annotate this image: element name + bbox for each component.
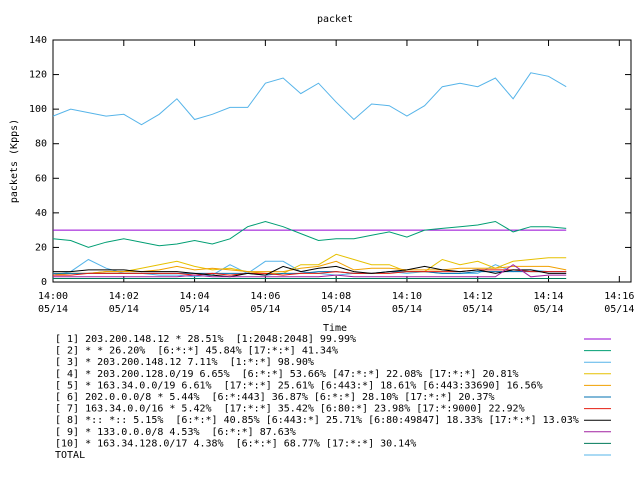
y-tick-label: 60 <box>35 173 47 184</box>
legend-label: [ 1] 203.200.148.12 * 28.51% [1:2048:204… <box>55 334 356 345</box>
series-line <box>52 72 567 126</box>
y-tick-label: 120 <box>29 70 47 81</box>
x-tick-sublabel: 05/14 <box>463 304 493 315</box>
legend-label: [ 3] * 203.200.148.12 7.11% [1:*:*] 98.9… <box>55 357 314 368</box>
x-tick-label: 14:00 <box>38 291 68 302</box>
x-tick-sublabel: 05/14 <box>109 304 139 315</box>
x-tick-label: 14:02 <box>109 291 139 302</box>
x-tick-sublabel: 05/14 <box>180 304 210 315</box>
legend-label: [10] * 163.34.128.0/17 4.38% [6:*:*] 68.… <box>55 438 416 449</box>
legend-label: [ 8] *:: *:: 5.15% [6:*:*] 40.85% [6:443… <box>55 415 579 426</box>
y-tick-label: 40 <box>35 208 47 219</box>
plot-border <box>52 39 632 283</box>
x-tick-sublabel: 05/14 <box>533 304 563 315</box>
legend-label: [ 6] 202.0.0.0/8 * 5.44% [6:*:443] 36.87… <box>55 392 495 403</box>
y-tick-label: 20 <box>35 242 47 253</box>
chart-title: packet <box>317 14 353 25</box>
x-tick-sublabel: 05/14 <box>604 304 634 315</box>
x-tick-label: 14:08 <box>321 291 351 302</box>
series-line <box>52 220 567 248</box>
x-axis-label: Time <box>323 323 347 334</box>
x-tick-label: 14:10 <box>392 291 422 302</box>
x-tick-label: 14:14 <box>533 291 563 302</box>
series-line <box>53 265 567 278</box>
series-line <box>52 253 567 276</box>
series-line <box>53 264 567 278</box>
legend-label: [ 7] 163.34.0.0/16 * 5.42% [17:*:*] 35.4… <box>55 404 525 415</box>
x-tick-label: 14:12 <box>463 291 493 302</box>
x-tick-sublabel: 05/14 <box>321 304 351 315</box>
x-tick-label: 14:16 <box>604 291 634 302</box>
x-tick-sublabel: 05/14 <box>392 304 422 315</box>
x-tick-label: 14:04 <box>180 291 210 302</box>
y-tick-label: 100 <box>29 104 47 115</box>
x-tick-sublabel: 05/14 <box>38 304 68 315</box>
legend-label: [ 2] * * 26.20% [6:*:*] 45.84% [17:*:*] … <box>55 346 338 357</box>
y-tick-label: 0 <box>41 277 47 288</box>
series-line <box>53 269 567 276</box>
legend-label: [ 9] * 133.0.0.0/8 4.53% [6:*:*] 87.63% <box>55 427 296 438</box>
y-tick-label: 80 <box>35 139 47 150</box>
x-tick-label: 14:06 <box>250 291 280 302</box>
x-tick-sublabel: 05/14 <box>250 304 280 315</box>
legend-label: TOTAL <box>55 450 85 461</box>
y-axis-label: packets (Kpps) <box>9 119 20 203</box>
legend-label: [ 5] * 163.34.0.0/19 6.61% [17:*:*] 25.6… <box>55 380 543 391</box>
y-tick-label: 140 <box>29 35 47 46</box>
legend-label: [ 4] * 203.200.128.0/19 6.65% [6:*:*] 53… <box>55 369 519 380</box>
